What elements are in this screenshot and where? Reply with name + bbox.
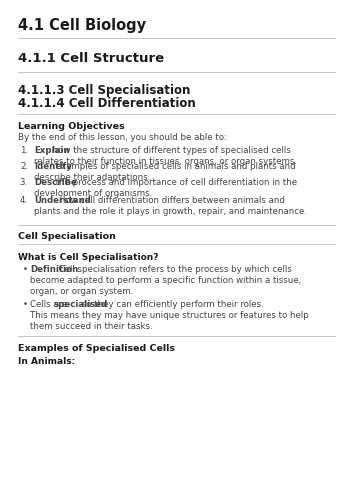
Text: so they can efficiently perform their roles.: so they can efficiently perform their ro… <box>79 300 263 309</box>
Text: development of organisms.: development of organisms. <box>34 189 152 198</box>
Text: Cell Specialisation: Cell Specialisation <box>18 232 116 241</box>
Text: This means they may have unique structures or features to help: This means they may have unique structur… <box>30 311 309 320</box>
Text: •: • <box>23 300 28 309</box>
Text: 3.: 3. <box>20 178 28 187</box>
Text: 4.: 4. <box>20 196 28 205</box>
Text: By the end of this lesson, you should be able to:: By the end of this lesson, you should be… <box>18 133 227 142</box>
Text: plants and the role it plays in growth, repair, and maintenance.: plants and the role it plays in growth, … <box>34 207 307 216</box>
Text: Describe: Describe <box>34 178 77 187</box>
Text: Cells are: Cells are <box>30 300 70 309</box>
Text: the process and importance of cell differentiation in the: the process and importance of cell diffe… <box>53 178 297 187</box>
Text: become adapted to perform a specific function within a tissue,: become adapted to perform a specific fun… <box>30 276 301 285</box>
Text: Explain: Explain <box>34 146 70 155</box>
Text: Understand: Understand <box>34 196 91 205</box>
Text: •: • <box>23 265 28 274</box>
Text: 4.1.1 Cell Structure: 4.1.1 Cell Structure <box>18 52 164 65</box>
Text: 4.1 Cell Biology: 4.1 Cell Biology <box>18 18 146 33</box>
Text: What is Cell Specialisation?: What is Cell Specialisation? <box>18 253 158 262</box>
Text: Learning Objectives: Learning Objectives <box>18 122 125 131</box>
Text: : Cell specialisation refers to the process by which cells: : Cell specialisation refers to the proc… <box>53 265 292 274</box>
Text: how the structure of different types of specialised cells: how the structure of different types of … <box>50 146 291 155</box>
Text: In Animals:: In Animals: <box>18 357 75 366</box>
Text: Definition: Definition <box>30 265 78 274</box>
Text: how cell differentiation differs between animals and: how cell differentiation differs between… <box>57 196 285 205</box>
Text: them succeed in their tasks.: them succeed in their tasks. <box>30 322 152 331</box>
Text: 2.: 2. <box>20 162 28 171</box>
Text: relates to their function in tissues, organs, or organ systems.: relates to their function in tissues, or… <box>34 157 297 166</box>
Text: Examples of Specialised Cells: Examples of Specialised Cells <box>18 344 175 353</box>
Text: describe their adaptations.: describe their adaptations. <box>34 173 150 182</box>
Text: examples of specialised cells in animals and plants and: examples of specialised cells in animals… <box>53 162 295 171</box>
Text: Identify: Identify <box>34 162 72 171</box>
Text: 1.: 1. <box>20 146 28 155</box>
Text: organ, or organ system.: organ, or organ system. <box>30 287 133 296</box>
Text: specialised: specialised <box>53 300 107 309</box>
Text: 4.1.1.3 Cell Specialisation: 4.1.1.3 Cell Specialisation <box>18 84 190 97</box>
Text: 4.1.1.4 Cell Differentiation: 4.1.1.4 Cell Differentiation <box>18 97 196 110</box>
